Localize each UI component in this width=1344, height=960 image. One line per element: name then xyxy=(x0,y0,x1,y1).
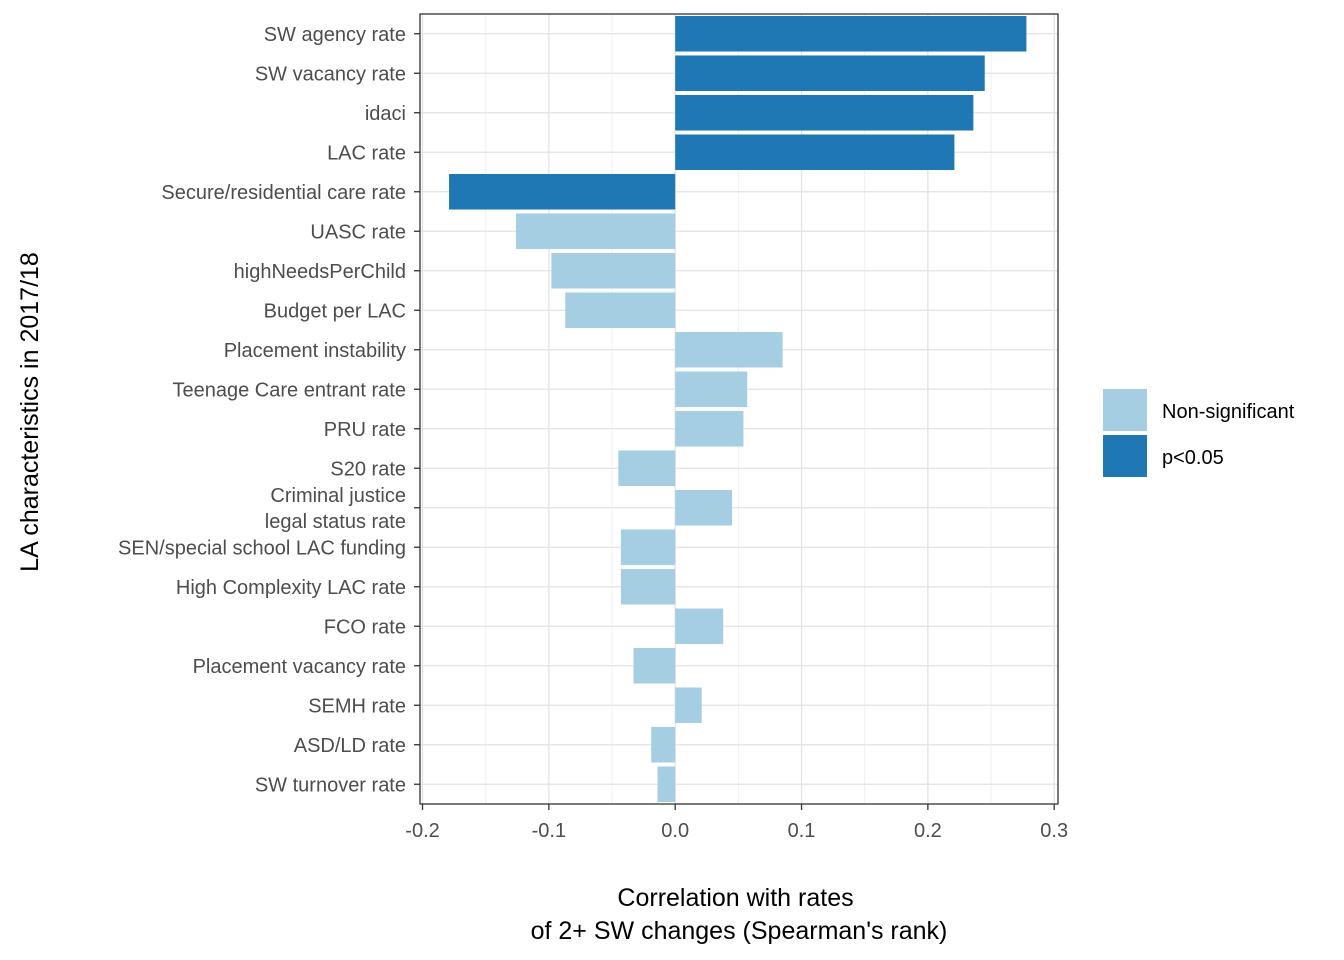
bar xyxy=(551,252,676,289)
bar xyxy=(565,292,676,329)
y-tick-label: LAC rate xyxy=(327,142,406,164)
legend-label-sig: p<0.05 xyxy=(1162,447,1224,469)
y-tick-label: SEMH rate xyxy=(308,695,406,717)
y-tick-label-line: Placement vacancy rate xyxy=(193,656,406,678)
y-tick-label-line: SEN/special school LAC funding xyxy=(118,537,406,559)
x-tick-label: 0.3 xyxy=(1040,820,1068,842)
y-tick-label-line: FCO rate xyxy=(324,616,406,638)
y-tick-label-line: Criminal justice xyxy=(270,485,406,507)
legend: Non-significant p<0.05 xyxy=(1103,389,1295,477)
y-tick-label: Budget per LAC xyxy=(264,300,406,322)
x-tick-label: 0.1 xyxy=(788,820,816,842)
x-tick-label: 0.0 xyxy=(661,820,689,842)
y-tick-label: idaci xyxy=(365,103,406,125)
panel-background xyxy=(420,14,1058,804)
y-tick-label: highNeedsPerChild xyxy=(234,261,406,283)
bars xyxy=(449,15,1027,803)
y-tick-label: Teenage Care entrant rate xyxy=(173,379,407,401)
y-tick-label: SW vacancy rate xyxy=(255,63,406,85)
y-tick-label: S20 rate xyxy=(330,458,406,480)
y-tick-label-line: LAC rate xyxy=(327,142,406,164)
y-tick-label-line: SW turnover rate xyxy=(255,774,406,796)
legend-key-sig xyxy=(1103,435,1147,477)
x-axis-title: Correlation with rates of 2+ SW changes … xyxy=(531,884,948,945)
legend-key-ns xyxy=(1103,389,1147,431)
bar xyxy=(675,687,702,724)
bar xyxy=(618,450,676,487)
y-tick-label: Secure/residential care rate xyxy=(161,182,406,204)
y-tick-label: SW agency rate xyxy=(264,24,406,46)
y-tick-label: ASD/LD rate xyxy=(294,735,406,757)
y-tick-label: SEN/special school LAC funding xyxy=(118,537,406,559)
bar xyxy=(675,489,733,526)
y-axis-title: LA characteristics in 2017/18 xyxy=(16,252,44,572)
y-tick-label-line: SW agency rate xyxy=(264,24,406,46)
bar xyxy=(657,766,676,803)
y-tick-label-line: idaci xyxy=(365,103,406,125)
x-axis-title-line-2: of 2+ SW changes (Spearman's rank) xyxy=(531,917,948,945)
y-tick-label-line: S20 rate xyxy=(330,458,406,480)
x-axis: -0.2 -0.1 0.0 0.1 0.2 0.3 xyxy=(405,804,1068,842)
bar xyxy=(620,529,676,566)
y-tick-label-line: highNeedsPerChild xyxy=(234,261,406,283)
bar xyxy=(620,568,676,605)
y-tick-label-line: Teenage Care entrant rate xyxy=(173,379,407,401)
bar xyxy=(675,410,744,447)
y-tick-label-line: SEMH rate xyxy=(308,695,406,717)
y-tick-label-line: legal status rate xyxy=(265,511,406,533)
y-tick-label: PRU rate xyxy=(324,419,406,441)
y-tick-label-line: Budget per LAC xyxy=(264,300,406,322)
legend-label-ns: Non-significant xyxy=(1162,401,1295,423)
x-tick-label: 0.2 xyxy=(914,820,942,842)
y-tick-label: Placement instability xyxy=(224,340,406,362)
y-tick-label-line: SW vacancy rate xyxy=(255,63,406,85)
panel-border xyxy=(419,13,1059,805)
y-tick-label: SW turnover rate xyxy=(255,774,406,796)
y-tick-label: FCO rate xyxy=(324,616,406,638)
y-tick-label-line: High Complexity LAC rate xyxy=(176,577,406,599)
y-tick-label: High Complexity LAC rate xyxy=(176,577,406,599)
bar xyxy=(675,55,985,92)
x-axis-title-line-1: Correlation with rates xyxy=(617,884,853,912)
y-tick-label: Criminal justice legal status rate xyxy=(265,485,406,533)
bar xyxy=(675,94,974,131)
bar xyxy=(516,213,676,250)
bar xyxy=(675,15,1027,52)
y-axis: SW agency rate SW vacancy rate idaci LAC ra… xyxy=(118,24,420,796)
y-tick-label-line: UASC rate xyxy=(310,221,406,243)
bar xyxy=(651,726,676,763)
y-tick-label-line: ASD/LD rate xyxy=(294,735,406,757)
x-tick-label: -0.2 xyxy=(405,820,439,842)
bar xyxy=(633,647,676,684)
y-tick-label: UASC rate xyxy=(310,221,406,243)
bar xyxy=(675,134,955,171)
y-tick-label-line: Secure/residential care rate xyxy=(161,182,406,204)
x-tick-label: -0.1 xyxy=(532,820,566,842)
y-tick-label: Placement vacancy rate xyxy=(193,656,406,678)
bar xyxy=(675,371,748,408)
bar xyxy=(675,331,783,368)
bar xyxy=(449,173,676,210)
y-tick-label-line: PRU rate xyxy=(324,419,406,441)
bar xyxy=(675,608,724,645)
y-tick-label-line: Placement instability xyxy=(224,340,406,362)
